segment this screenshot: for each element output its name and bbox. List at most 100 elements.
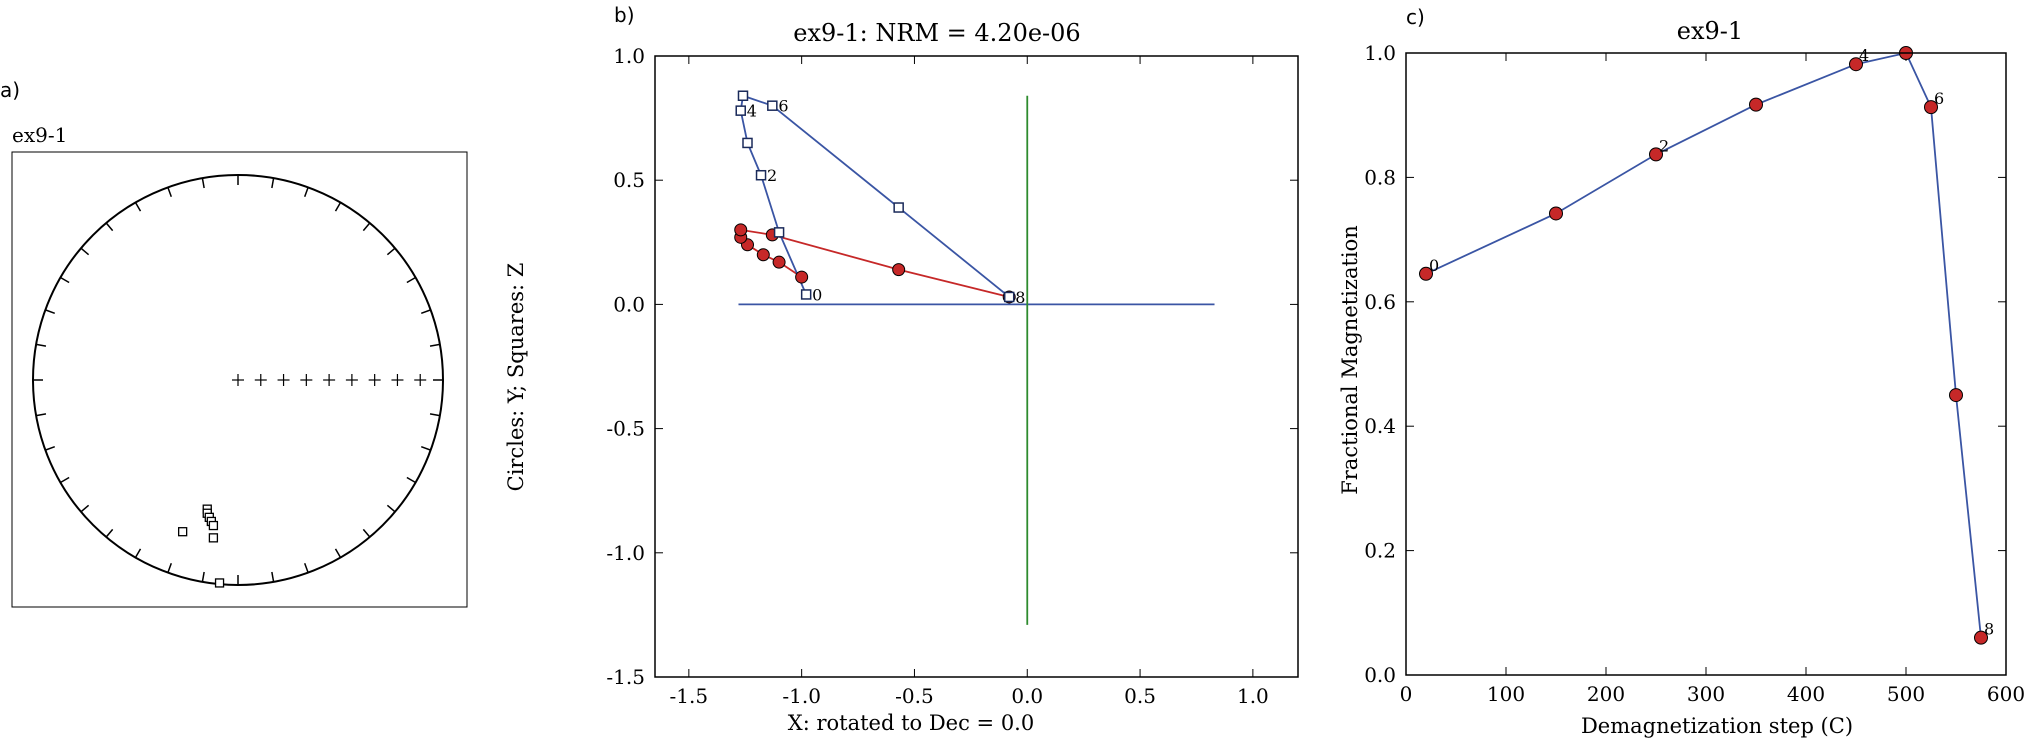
stereonet-tick [406, 276, 416, 284]
stereonet-tick [60, 476, 70, 484]
cross-marker [254, 374, 267, 386]
x-tick-label: 0.0 [1011, 684, 1043, 708]
point-label: 2 [1659, 136, 1669, 155]
chart-c-ylabel: Fractional Magnetization [1338, 225, 1362, 495]
stereonet-tick [271, 177, 275, 189]
circle-marker [756, 248, 770, 262]
chart-c-marks: 0 2 4 6 8 [1419, 46, 1994, 645]
stereonet-tick [303, 187, 309, 198]
stereonet-tick [45, 445, 56, 451]
chart-b-ylabel: Circles: Y; Squares: Z [504, 263, 528, 492]
circle-marker [1974, 630, 1988, 645]
y-tick-label: 0.0 [613, 292, 645, 316]
square-marker [1003, 291, 1015, 303]
x-tick-label: -1.0 [782, 684, 821, 708]
square-marker [893, 202, 904, 213]
square-marker [737, 90, 749, 101]
square-marker [755, 169, 767, 181]
stereonet-tick [201, 177, 205, 189]
square-marker [208, 520, 219, 531]
stereonet-crosses [232, 374, 427, 386]
square-marker [767, 100, 778, 111]
cross-marker [300, 374, 313, 386]
stereonet-tick [80, 504, 90, 513]
point-label: 0 [812, 285, 822, 304]
x-tick-label: -1.5 [670, 684, 709, 708]
circle-marker [795, 270, 809, 284]
panel-label-b: b) [614, 3, 635, 27]
circle-marker [734, 223, 748, 237]
chart-c-xlabel: Demagnetization step (C) [1581, 714, 1853, 738]
stereonet-tick [429, 343, 441, 347]
circle-marker [772, 255, 786, 269]
chart-c-ticks: 0 100 200 300 400 500 600 0.0 0.2 0.4 0.6 0.8 1.0 [1364, 41, 2025, 706]
y-tick-label: 0.6 [1364, 290, 1396, 314]
x-tick-label: 500 [1887, 682, 1925, 706]
panel-label-c: c) [1406, 5, 1425, 29]
stereonet-tick [420, 309, 431, 315]
stereonet-tick [386, 247, 396, 256]
stereonet-tick [167, 562, 173, 573]
cross-marker [345, 374, 358, 386]
stereonet-tick [420, 445, 431, 451]
stereonet-tick [362, 222, 371, 232]
stereonet-tick [334, 548, 342, 558]
point-label: 4 [747, 102, 757, 121]
x-tick-label: 0.5 [1124, 684, 1156, 708]
cross-marker [368, 374, 381, 386]
stereonet-tick [45, 309, 56, 315]
point-label: 0 [1429, 256, 1439, 275]
stereonet-frame [11, 151, 468, 608]
x-tick-label: 300 [1687, 682, 1725, 706]
stereonet-tick [334, 202, 342, 212]
chart-a-title: ex9-1 [12, 123, 67, 147]
stereonet-tick [362, 528, 371, 538]
y-tick-label: -1.0 [606, 541, 645, 565]
stereonet-ticks [33, 175, 443, 585]
stereonet-tick [201, 571, 205, 583]
stereonet-tick [167, 187, 173, 198]
square-marker [800, 289, 812, 300]
stereonet-tick [35, 343, 47, 347]
point-label: 8 [1015, 288, 1025, 307]
stereonet-tick [105, 528, 114, 538]
x-tick-label: 1.0 [1237, 684, 1269, 708]
chart-c-frame [1405, 52, 2007, 676]
cross-marker [323, 374, 336, 386]
y-tick-label: 0.0 [1364, 663, 1396, 687]
circle-marker [1419, 266, 1433, 281]
square-marker [773, 227, 785, 238]
circle-marker [1924, 100, 1938, 115]
stereonet-squares [177, 504, 225, 588]
square-marker [177, 527, 188, 537]
square-marker [208, 533, 219, 543]
x-tick-label: 400 [1787, 682, 1825, 706]
circle-marker [1549, 206, 1563, 221]
y-tick-label: 0.2 [1364, 539, 1396, 563]
y-tick-label: 1.0 [613, 44, 645, 68]
chart-b-xlabel: X: rotated to Dec = 0.0 [788, 711, 1034, 735]
stereonet-tick [303, 562, 309, 573]
y-tick-label: 0.4 [1364, 414, 1396, 438]
cross-marker [414, 374, 427, 386]
y-tick-label: -1.5 [606, 665, 645, 689]
stereonet-tick [134, 202, 142, 212]
stereonet-tick [80, 247, 90, 256]
circle-marker [1649, 147, 1663, 162]
square-marker [214, 578, 225, 588]
x-tick-label: 600 [1987, 682, 2025, 706]
x-tick-label: 100 [1487, 682, 1525, 706]
y-tick-label: 0.5 [613, 168, 645, 192]
point-label: 2 [767, 166, 777, 185]
chart-c-lines [1425, 51, 1982, 638]
circle-marker [1949, 388, 1963, 403]
chart-b-frame [654, 55, 1299, 678]
cross-marker [277, 374, 290, 386]
stereonet-tick [105, 222, 114, 232]
series-line [1425, 51, 1982, 638]
stereonet-tick [60, 276, 70, 284]
point-label: 6 [1934, 89, 1944, 108]
